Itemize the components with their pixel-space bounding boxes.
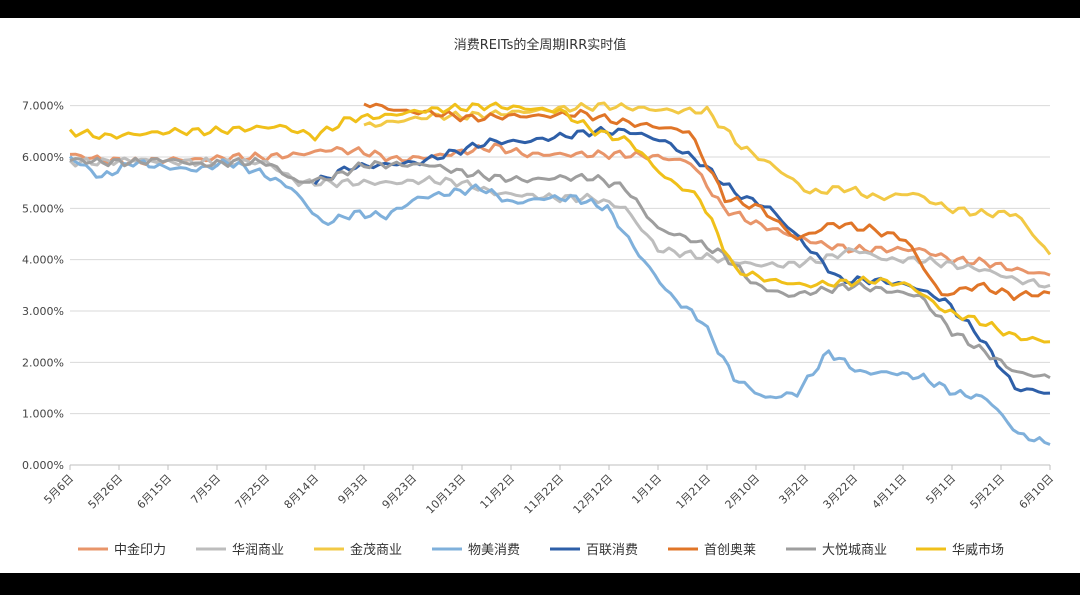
x-tick-label: 6月10日 bbox=[1017, 472, 1057, 512]
legend-label: 百联消费 bbox=[586, 543, 638, 558]
y-tick-label: 5.000% bbox=[22, 202, 64, 215]
x-tick-label: 7月25日 bbox=[233, 472, 273, 512]
x-tick-label: 11月2日 bbox=[478, 472, 518, 512]
x-tick-label: 10月13日 bbox=[424, 472, 469, 517]
y-axis: 0.000% 1.000% 2.000% 3.000% 4.000% 5.000% 6.00… bbox=[22, 100, 64, 472]
x-tick-label: 5月21日 bbox=[968, 472, 1008, 512]
x-tick-label: 1月21日 bbox=[674, 472, 714, 512]
x-tick-label: 5月26日 bbox=[86, 472, 126, 512]
x-tick-label: 9月23日 bbox=[380, 472, 420, 512]
legend-label: 金茂商业 bbox=[350, 542, 402, 558]
x-tick-label: 2月10日 bbox=[723, 472, 763, 512]
series-line-2 bbox=[363, 101, 1052, 256]
series-line-3 bbox=[68, 155, 1051, 446]
series-line-5 bbox=[363, 102, 1051, 301]
legend-label: 大悦城商业 bbox=[822, 543, 887, 558]
y-tick-label: 2.000% bbox=[22, 356, 64, 369]
series-line-6 bbox=[69, 156, 1051, 380]
chart-title: 消费REITs的全周期IRR实时值 bbox=[454, 37, 627, 53]
x-tick-label: 4月11日 bbox=[870, 472, 910, 512]
x-tick-label: 7月5日 bbox=[188, 472, 223, 507]
series-line-7 bbox=[68, 101, 1051, 344]
x-tick-label: 6月15日 bbox=[135, 472, 175, 512]
x-tick-label: 8月14日 bbox=[282, 472, 322, 512]
x-tick-label: 3月22日 bbox=[821, 472, 861, 512]
series-lines bbox=[68, 101, 1052, 446]
y-tick-label: 6.000% bbox=[22, 151, 64, 164]
x-tick-label: 9月3日 bbox=[335, 472, 370, 507]
line-chart: 消费REITs的全周期IRR实时值 0.000% 1.000% 2.000% 3.00… bbox=[22, 37, 1056, 558]
legend: 中金印力 华润商业 金茂商业 物美消费 百联消费 首创奥莱 大悦城商业 华威市场 bbox=[78, 542, 1004, 558]
series-line-4 bbox=[313, 125, 1051, 395]
x-axis: 5月6日 5月26日 6月15日 7月5日 7月25日 8月14日 9月3日 9月23日 10月… bbox=[41, 465, 1056, 516]
y-tick-label: 4.000% bbox=[22, 254, 64, 267]
x-tick-label: 3月2日 bbox=[776, 472, 811, 507]
series-line-0 bbox=[69, 142, 1051, 277]
y-tick-label: 1.000% bbox=[22, 408, 64, 421]
legend-label: 物美消费 bbox=[468, 543, 520, 558]
chart-screen: 消费REITs的全周期IRR实时值 0.000% 1.000% 2.000% 3.00… bbox=[0, 18, 1080, 573]
x-tick-label: 12月12日 bbox=[571, 472, 616, 517]
series-line-1 bbox=[68, 156, 1051, 289]
x-tick-label: 1月1日 bbox=[629, 472, 664, 507]
y-tick-label: 3.000% bbox=[22, 305, 64, 318]
y-tick-label: 0.000% bbox=[22, 459, 64, 472]
legend-label: 华威市场 bbox=[952, 542, 1004, 558]
x-tick-label: 5月6日 bbox=[41, 472, 76, 507]
x-tick-label: 11月22日 bbox=[522, 472, 567, 517]
legend-label: 华润商业 bbox=[232, 543, 284, 558]
y-tick-label: 7.000% bbox=[22, 100, 64, 113]
x-tick-label: 5月1日 bbox=[923, 472, 958, 507]
legend-label: 中金印力 bbox=[114, 542, 166, 558]
legend-label: 首创奥莱 bbox=[704, 543, 756, 558]
